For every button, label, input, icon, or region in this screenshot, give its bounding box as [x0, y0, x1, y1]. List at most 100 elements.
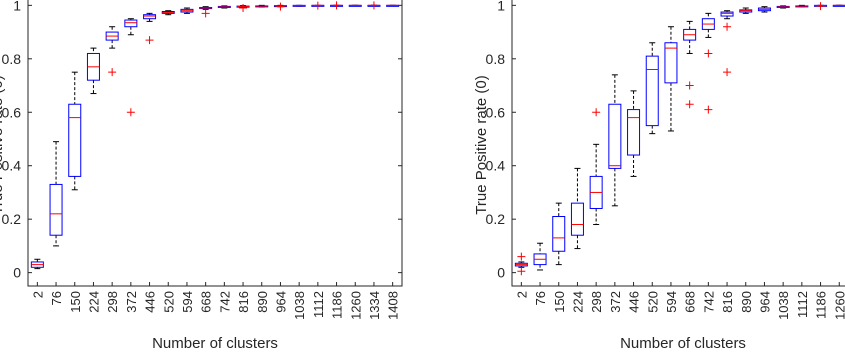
outlier-marker — [108, 68, 117, 77]
x-tick-label: 520 — [645, 291, 660, 313]
x-tick-label: 816 — [236, 291, 251, 313]
box-rect — [143, 14, 157, 20]
outlier-marker — [517, 267, 526, 276]
chart-panel-right: 00.20.40.60.812 76 150 224 298 372 446 520 594 66… — [473, 0, 845, 352]
x-tick-label: 372 — [124, 291, 139, 313]
box-372 — [608, 74, 622, 207]
y-tick-label: 0 — [13, 265, 21, 281]
x-tick-label: 224 — [570, 291, 585, 313]
x-tick-label: 964 — [757, 291, 772, 313]
x-tick-label: 594 — [664, 291, 679, 313]
box-rect — [627, 109, 641, 156]
box-rect — [552, 216, 566, 252]
x-axis-label: Number of clusters — [620, 335, 746, 352]
x-tick-label: 150 — [68, 291, 83, 313]
box-rect — [645, 55, 659, 127]
outlier-marker — [145, 36, 154, 45]
x-tick-label: 1260 — [348, 291, 363, 320]
x-tick-label: 964 — [273, 291, 288, 313]
box-446 — [627, 90, 641, 177]
outlier-marker — [704, 49, 713, 58]
box-150 — [552, 202, 566, 266]
box-520 — [161, 10, 175, 16]
x-tick-label: 594 — [180, 291, 195, 313]
box-372 — [124, 18, 138, 117]
outlier-marker — [239, 4, 248, 13]
box-890 — [255, 4, 269, 8]
x-tick-label: 372 — [608, 291, 623, 313]
box-1260 — [348, 4, 362, 7]
outlier-marker — [704, 105, 713, 114]
x-tick-label: 520 — [161, 291, 176, 313]
box-rect — [608, 103, 622, 169]
box-76 — [533, 242, 547, 271]
box-1186 — [814, 2, 828, 11]
box-742 — [701, 12, 715, 114]
box-1038 — [776, 5, 790, 9]
y-tick-label: 0 — [497, 265, 505, 281]
box-224 — [86, 47, 100, 95]
box-742 — [217, 5, 231, 9]
box-446 — [143, 12, 157, 45]
box-1334 — [367, 1, 381, 10]
outlier-marker — [201, 9, 210, 18]
x-tick-label: 890 — [255, 291, 270, 313]
x-tick-label: 224 — [86, 291, 101, 313]
box-2 — [514, 252, 528, 276]
box-816 — [720, 10, 734, 77]
box-594 — [664, 26, 678, 132]
outlier-marker — [685, 100, 694, 109]
box-rect — [664, 42, 678, 84]
y-tick-label: 0.4 — [2, 158, 22, 174]
axes-frame — [511, 0, 845, 287]
box-1408 — [386, 4, 400, 7]
box-668 — [683, 20, 697, 109]
box-1038 — [292, 4, 306, 7]
box-1260 — [832, 4, 845, 7]
outlier-marker — [685, 81, 694, 90]
y-tick-label: 0.2 — [2, 211, 22, 227]
outlier-marker — [126, 108, 135, 117]
x-tick-label: 1334 — [367, 291, 382, 320]
box-2 — [30, 258, 44, 270]
x-tick-label: 1260 — [832, 291, 845, 320]
x-tick-label: 298 — [105, 291, 120, 313]
x-tick-label: 668 — [199, 291, 214, 313]
x-tick-label: 1186 — [330, 291, 345, 319]
box-890 — [739, 7, 753, 14]
box-298 — [105, 26, 119, 77]
y-axis-label: True Positive rate (0) — [0, 75, 6, 215]
x-tick-label: 298 — [589, 291, 604, 313]
box-1186 — [330, 1, 344, 10]
y-tick-label: 0.8 — [486, 51, 506, 67]
outlier-marker — [723, 68, 732, 77]
box-594 — [180, 7, 194, 14]
x-tick-label: 446 — [143, 291, 158, 313]
outlier-marker — [592, 108, 601, 117]
box-rect — [49, 183, 63, 236]
x-tick-label: 1112 — [311, 291, 326, 318]
box-1112 — [795, 4, 809, 8]
x-tick-label: 1038 — [292, 291, 307, 320]
axes-frame — [27, 0, 403, 287]
box-298 — [589, 108, 603, 226]
x-tick-label: 668 — [683, 291, 698, 313]
x-axis-label: Number of clusters — [152, 335, 278, 352]
box-rect — [720, 11, 734, 17]
outlier-marker — [313, 1, 322, 10]
x-tick-label: 1408 — [386, 291, 401, 320]
outlier-marker — [816, 2, 825, 11]
y-axis-label: True Positive rate (0) — [473, 75, 490, 215]
outlier-marker — [369, 1, 378, 10]
box-1112 — [311, 1, 325, 10]
x-tick-label: 816 — [720, 291, 735, 313]
x-tick-label: 2 — [30, 291, 45, 298]
y-tick-label: 0.4 — [486, 158, 506, 174]
box-rect — [570, 202, 584, 236]
x-tick-label: 742 — [217, 291, 232, 313]
box-964 — [757, 6, 771, 13]
box-520 — [645, 42, 659, 135]
x-tick-label: 890 — [739, 291, 754, 313]
box-76 — [49, 141, 63, 247]
